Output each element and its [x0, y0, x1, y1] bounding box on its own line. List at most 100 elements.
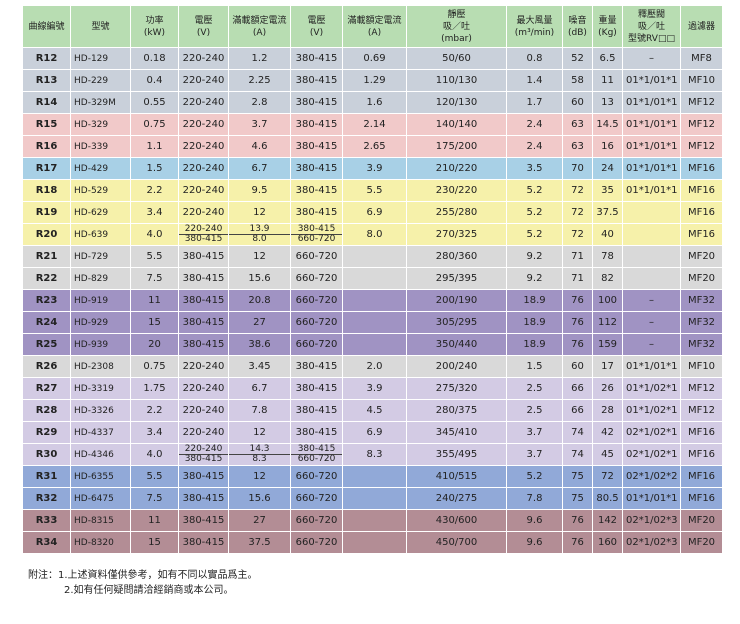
cell: 37.5	[592, 201, 623, 224]
header-line: 滿載額定電流	[347, 15, 402, 26]
cell-line: 660-720	[297, 234, 336, 244]
cell-line: 660-720	[297, 454, 336, 464]
cell: MF16	[680, 487, 723, 510]
cell: 01*1/01*1	[622, 157, 681, 180]
cell: 7.8	[228, 399, 291, 422]
cell: 3.7	[506, 421, 563, 444]
cell: 20	[130, 333, 179, 356]
table-row: R27 HD-3319 1.75 220-240 6.7 380-415 3.9 275/32…	[22, 377, 723, 400]
header-line: 靜壓	[447, 9, 466, 20]
cell: 6.7	[228, 157, 291, 180]
cell: 76	[562, 531, 593, 554]
cell: 3.45	[228, 355, 291, 378]
cell: 2.2	[130, 399, 179, 422]
cell: 0.69	[342, 47, 407, 70]
cell: MF16	[680, 201, 723, 224]
cell: R33	[22, 509, 71, 532]
cell: 5.2	[506, 223, 563, 246]
cell: 380-415	[290, 91, 343, 114]
header-line: 電壓	[194, 15, 213, 26]
cell: MF32	[680, 311, 723, 334]
cell: 220-240	[178, 47, 229, 70]
cell: 380-415	[178, 531, 229, 554]
cell: MF16	[680, 443, 723, 466]
cell: HD-8315	[70, 509, 131, 532]
cell: 160	[592, 531, 623, 554]
cell: MF12	[680, 113, 723, 136]
cell: 380-415	[290, 355, 343, 378]
cell: 120/130	[406, 91, 507, 114]
cell: 12	[228, 421, 291, 444]
header-line: 重量	[598, 15, 617, 26]
cell: 2.5	[506, 399, 563, 422]
cell: 240/275	[406, 487, 507, 510]
cell: 4.6	[228, 135, 291, 158]
cell: 01*1/01*1	[622, 179, 681, 202]
cell: 2.65	[342, 135, 407, 158]
table-row: R17 HD-429 1.5 220-240 6.7 380-415 3.9 210/220 3…	[22, 157, 723, 180]
cell: 74	[562, 421, 593, 444]
cell: 2.4	[506, 135, 563, 158]
cell: 200/190	[406, 289, 507, 312]
cell: R17	[22, 157, 71, 180]
header-cell: 電壓 (V)	[290, 5, 343, 48]
cell: MF10	[680, 355, 723, 378]
cell: 18.9	[506, 311, 563, 334]
cell: HD-919	[70, 289, 131, 312]
cell: 6.5	[592, 47, 623, 70]
cell: 1.2	[228, 47, 291, 70]
cell: 01*1/01*1	[622, 487, 681, 510]
cell: R14	[22, 91, 71, 114]
cell: 6.9	[342, 201, 407, 224]
cell: 8.3	[342, 443, 407, 466]
notes: 附注：1.上述資料僅供參考，如有不同以實品爲主。 2.如有任何疑問請洽經銷商或本公…	[28, 568, 258, 598]
cell: 5.2	[506, 465, 563, 488]
cell: 220-240	[178, 135, 229, 158]
cell: MF16	[680, 421, 723, 444]
cell: 24	[592, 157, 623, 180]
cell: HD-6355	[70, 465, 131, 488]
cell: HD-3326	[70, 399, 131, 422]
table-row: R33 HD-8315 11 380-415 27 660-720 430/600 9.6 76…	[22, 509, 723, 532]
cell: 660-720	[290, 333, 343, 356]
cell: 255/280	[406, 201, 507, 224]
cell: R13	[22, 69, 71, 92]
cell: HD-129	[70, 47, 131, 70]
table-row: R19 HD-629 3.4 220-240 12 380-415 6.9 255/280 5.…	[22, 201, 723, 224]
cell: HD-2308	[70, 355, 131, 378]
cell: R29	[22, 421, 71, 444]
cell: 220-240	[178, 69, 229, 92]
cell: 9.6	[506, 509, 563, 532]
header-cell: 曲線編號	[22, 5, 71, 48]
cell: 15.6	[228, 267, 291, 290]
empty-cell	[622, 267, 681, 290]
cell: 35	[592, 179, 623, 202]
empty-cell	[342, 289, 407, 312]
header-line: (dB)	[568, 27, 587, 38]
cell: 01*1/02*1	[622, 377, 681, 400]
cell: 40	[592, 223, 623, 246]
cell: 210/220	[406, 157, 507, 180]
cell: 380-415	[290, 47, 343, 70]
cell-line: 220-240	[179, 225, 228, 235]
cell: 220-240	[178, 355, 229, 378]
cell: 37.5	[228, 531, 291, 554]
cell: 12	[228, 201, 291, 224]
note-label: 附注：	[28, 570, 58, 581]
cell: 2.25	[228, 69, 291, 92]
cell: 345/410	[406, 421, 507, 444]
cell: MF8	[680, 47, 723, 70]
cell: 380-415	[290, 399, 343, 422]
cell: HD-329	[70, 113, 131, 136]
cell: 380-415	[290, 135, 343, 158]
cell: 380-415	[178, 289, 229, 312]
table-row: R12 HD-129 0.18 220-240 1.2 380-415 0.69 50/60 0…	[22, 47, 723, 70]
cell: 02*1/02*2	[622, 465, 681, 488]
cell: 15	[130, 531, 179, 554]
cell: MF32	[680, 289, 723, 312]
cell: 220-240	[178, 399, 229, 422]
cell: 380-415	[290, 179, 343, 202]
cell-line: 13.9	[229, 225, 290, 235]
cell: 3.9	[342, 377, 407, 400]
